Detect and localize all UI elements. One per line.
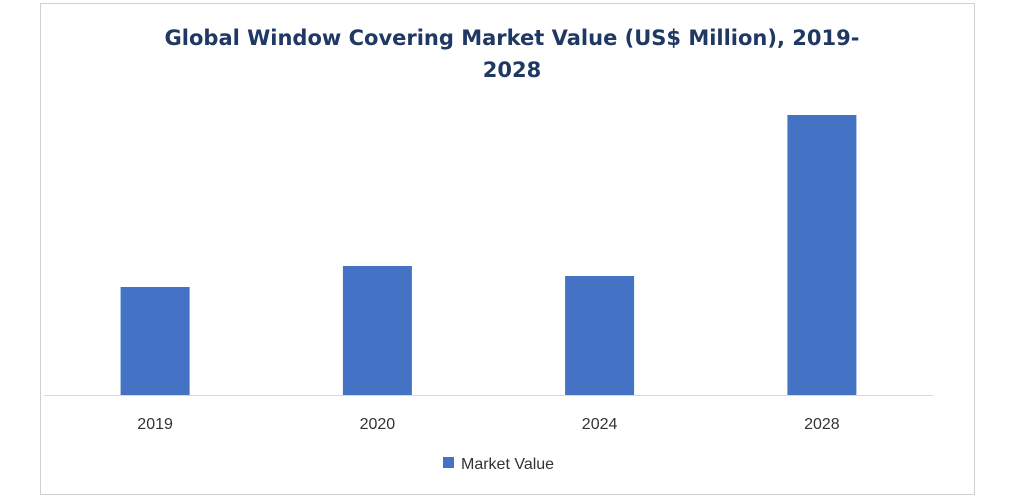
x-tick-label-2028: 2028 — [804, 416, 840, 433]
bar-2020 — [342, 266, 412, 395]
x-tick-labels: 2019 2020 2024 2028 — [137, 416, 839, 433]
x-tick-label-2024: 2024 — [582, 416, 618, 433]
bar-2028 — [787, 115, 857, 395]
legend-swatch-market-value — [443, 457, 454, 468]
chart-title-container: Global Window Covering Market Value (US$… — [0, 22, 1024, 86]
x-tick-label-2019: 2019 — [137, 416, 173, 433]
chart-title: Global Window Covering Market Value (US$… — [164, 26, 860, 82]
legend: Market Value — [443, 456, 554, 473]
bars-group — [120, 115, 857, 395]
bar-2024 — [565, 276, 635, 395]
legend-label-market-value: Market Value — [461, 456, 554, 473]
x-tick-label-2020: 2020 — [360, 416, 396, 433]
bar-2019 — [120, 287, 190, 395]
